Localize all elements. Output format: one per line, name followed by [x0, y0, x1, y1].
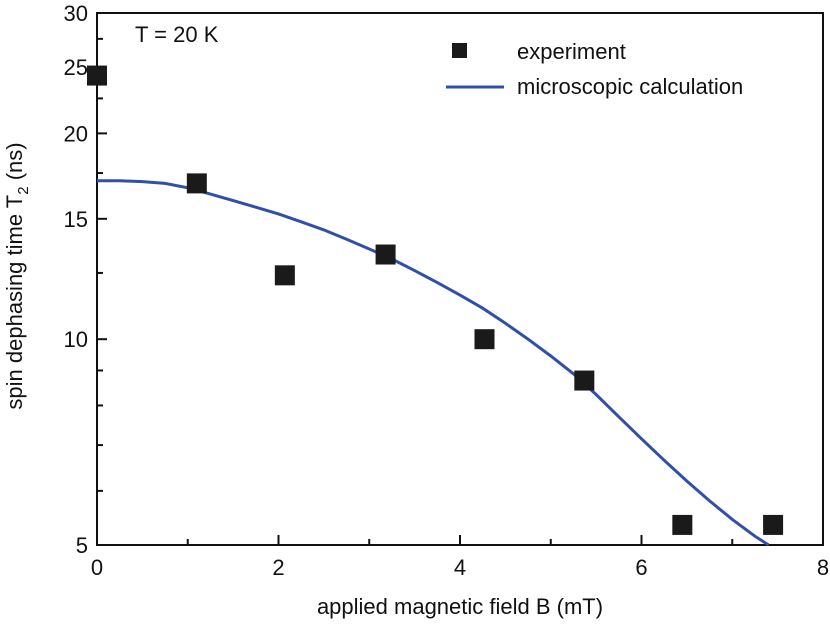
series-line-microscopic-calculation	[97, 179, 770, 547]
plot-area	[87, 12, 824, 547]
x-tick-label: 8	[817, 555, 829, 580]
experiment-point	[274, 265, 295, 286]
legend-label-experiment: experiment	[517, 39, 626, 64]
temperature-annotation: T = 20 K	[135, 22, 219, 47]
y-axis-title-subscript: 2	[15, 186, 32, 194]
tick-labels: 0 2 4 6 8 5 10 15 20 25 30	[64, 1, 830, 580]
x-tick-label: 2	[272, 555, 284, 580]
y-tick-label: 20	[64, 121, 88, 146]
experiment-point	[474, 329, 495, 350]
legend-marker-experiment	[452, 43, 467, 58]
x-tick-label: 0	[91, 555, 103, 580]
experiment-point	[763, 514, 784, 535]
y-tick-label: 30	[64, 1, 88, 26]
y-tick-label: 15	[64, 207, 88, 232]
y-axis-title: spin dephasing time T2 (ns)	[2, 142, 32, 409]
legend: experiment microscopic calculation	[446, 39, 743, 99]
x-tick-label: 4	[454, 555, 466, 580]
y-tick-label: 5	[76, 533, 88, 558]
experiment-point	[186, 173, 207, 194]
x-axis-title: applied magnetic field B (mT)	[317, 594, 603, 619]
experiment-point	[672, 514, 693, 535]
y-axis-title-main: spin dephasing time T	[2, 195, 27, 410]
experiment-markers	[87, 65, 784, 535]
y-axis-title-unit: (ns)	[2, 142, 27, 186]
y-tick-label: 10	[64, 327, 88, 352]
experiment-point	[87, 65, 107, 86]
legend-label-microscopic-calculation: microscopic calculation	[517, 74, 743, 99]
axis-ticks	[96, 12, 824, 546]
y-tick-label: 25	[64, 55, 88, 80]
experiment-point	[574, 370, 595, 391]
experiment-point	[375, 244, 396, 265]
x-tick-label: 6	[635, 555, 647, 580]
